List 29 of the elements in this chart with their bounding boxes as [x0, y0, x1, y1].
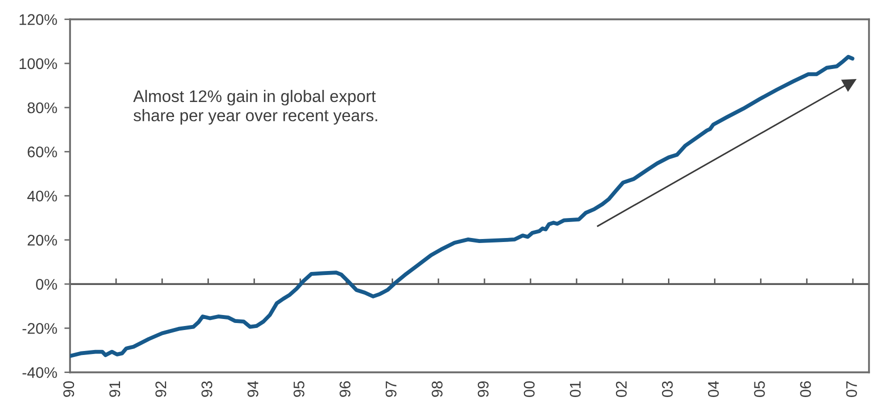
x-tick-label: 00 [524, 381, 535, 398]
y-tick-label: 80% [28, 102, 57, 114]
y-tick-label: -40% [22, 367, 57, 378]
annotation: Almost 12% gain in global export share per year over recent years. [133, 90, 378, 125]
y-tick-label: 40% [27, 190, 57, 202]
x-tick-label: 93 [201, 381, 212, 397]
x-tick-label: 06 [800, 381, 811, 398]
x-tick-label: 97 [386, 381, 396, 397]
x-tick-label: 91 [109, 381, 120, 397]
x-tick-label: 02 [616, 381, 627, 398]
x-tick-label: 99 [478, 381, 489, 397]
y-tick-label: 60% [28, 146, 57, 158]
y-tick-label: 120% [20, 14, 57, 25]
x-tick-label: 96 [340, 381, 350, 397]
y-tick-label: 0% [36, 278, 57, 290]
x-tick-label: 95 [294, 381, 304, 397]
x-tick-label: 90 [63, 381, 74, 397]
line-series [70, 54, 854, 358]
y-tick-label: 20% [28, 234, 57, 246]
y-tick-label: -20% [22, 323, 57, 334]
y-tick-label: 100% [20, 58, 57, 70]
x-tick-label: 92 [155, 381, 166, 397]
x-tick-label: 05 [754, 381, 765, 398]
x-tick-label: 07 [846, 381, 857, 398]
x-tick-label: 94 [248, 381, 258, 397]
x-tick-label: 04 [708, 381, 719, 398]
x-tick-label: 98 [432, 381, 443, 397]
x-tick-label: 03 [662, 381, 673, 398]
x-tick-label: 01 [570, 381, 581, 398]
